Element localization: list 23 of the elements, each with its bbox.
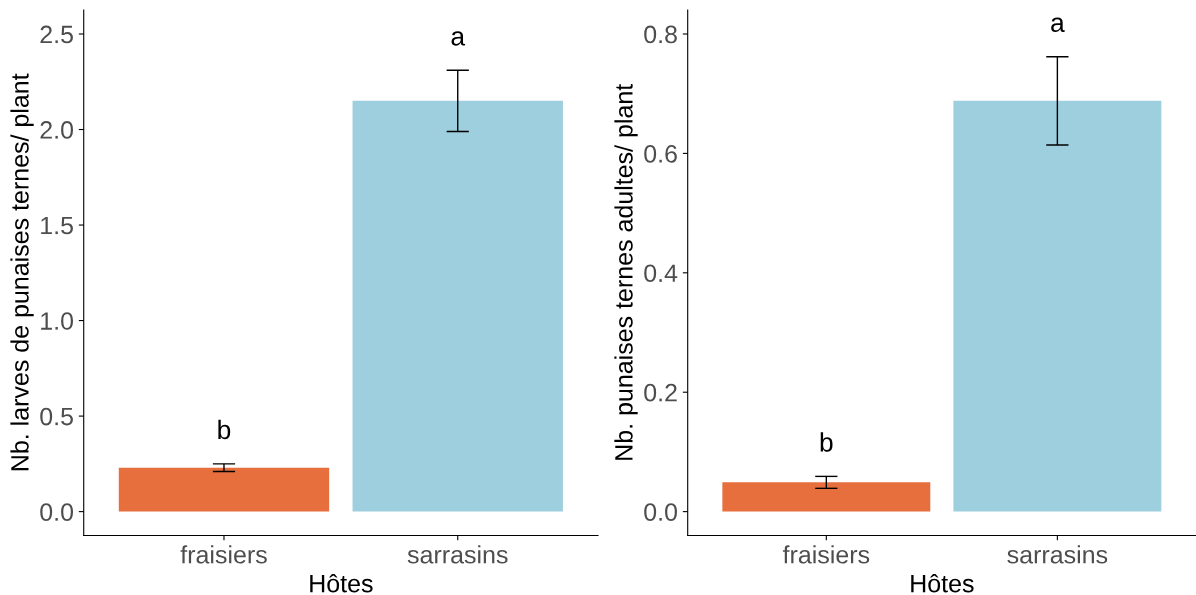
x-tick-label: fraisiers (782, 545, 870, 564)
annotation: b (820, 432, 833, 452)
annotation: a (1051, 17, 1065, 33)
y-tick-label: 0.6 (644, 145, 677, 163)
x-axis-title: Hôtes (310, 574, 373, 593)
y-tick-label: 0.8 (644, 25, 677, 44)
y-tick-label: 0.0 (40, 503, 74, 521)
y-tick-label: 2.5 (40, 25, 73, 44)
y-tick-label: 0.0 (644, 503, 677, 521)
x-tick-label: fraisiers (180, 545, 267, 564)
y-axis-title: Nb. larves de punaises ternes/ plant (10, 73, 34, 471)
y-tick-label: 0.5 (40, 407, 73, 426)
y-tick-label: 1.0 (41, 312, 74, 330)
annotation: b (218, 419, 231, 440)
annotation: a (451, 31, 466, 46)
y-tick-label: 1.5 (41, 216, 73, 235)
x-tick-label: sarrasins (1007, 545, 1108, 564)
y-axis-title: Nb. punaises ternes adultes/ plant (614, 83, 638, 460)
x-tick-label: sarrasins (407, 545, 508, 564)
y-tick-label: 0.4 (644, 264, 678, 283)
y-tick-label: 2.0 (40, 121, 74, 139)
y-tick-label: 0.2 (644, 383, 677, 402)
x-axis-title: Hôtes (911, 574, 974, 593)
